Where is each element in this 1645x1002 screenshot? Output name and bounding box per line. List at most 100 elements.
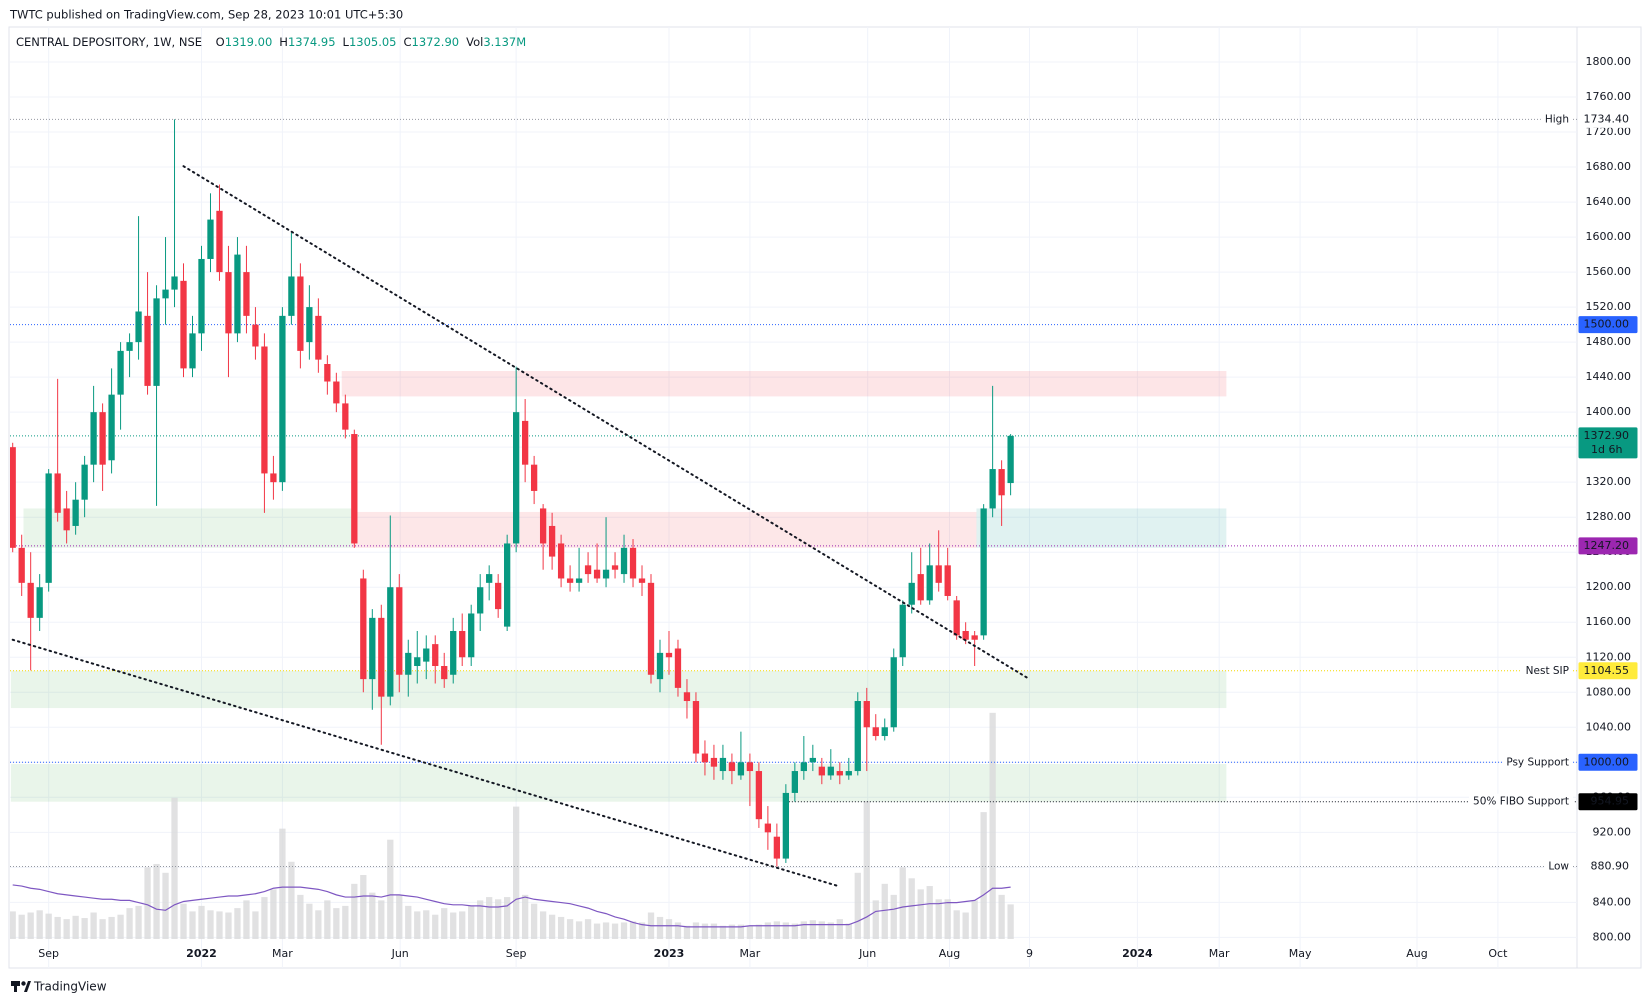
y-tick-label: 1040.00 — [1586, 720, 1632, 733]
volume-bar — [261, 897, 268, 939]
candle-body — [854, 701, 861, 772]
y-tick-label: 1680.00 — [1586, 160, 1632, 173]
volume-bar — [216, 911, 223, 939]
candle-body — [818, 766, 825, 776]
candle-body — [252, 324, 259, 347]
candle-body — [602, 569, 610, 579]
candle-body — [620, 547, 628, 575]
candle-body — [710, 757, 718, 767]
candle-body — [504, 543, 511, 627]
candle-body — [755, 771, 763, 820]
y-tick-label: 1560.00 — [1586, 265, 1632, 278]
candle-body — [872, 727, 879, 737]
candle-body — [486, 574, 493, 583]
volume-bar — [54, 916, 61, 939]
candle-body — [513, 412, 520, 544]
volume-bar — [773, 921, 781, 939]
candle-body — [342, 403, 349, 430]
volume-bar — [351, 883, 358, 939]
candle-body — [629, 547, 637, 579]
volume-bar — [521, 894, 529, 939]
candle-body — [450, 630, 457, 675]
candle-body — [171, 276, 178, 290]
price-label: 1734.40 — [1584, 112, 1630, 125]
candle-body — [548, 525, 556, 557]
x-tick-label: 2022 — [186, 947, 217, 960]
level-tag: Nest SIP — [1526, 665, 1569, 677]
y-tick-label: 1120.00 — [1586, 650, 1632, 663]
volume-bar — [234, 908, 241, 939]
volume-bar — [638, 922, 646, 939]
y-tick-label: 1320.00 — [1586, 475, 1632, 488]
volume-bar — [432, 914, 439, 939]
candle-body — [944, 565, 951, 596]
candle-body — [719, 757, 727, 772]
volume-bar — [333, 908, 340, 939]
price-label: 1000.00 — [1584, 755, 1630, 768]
level-tag-bg — [1540, 111, 1573, 128]
x-tick-label: Mar — [1209, 947, 1230, 960]
legend-value: 3.137M — [483, 35, 526, 49]
y-tick-label: 840.00 — [1593, 895, 1632, 908]
x-tick-label: May — [1289, 947, 1312, 960]
candle-body — [773, 836, 781, 859]
chart-frame — [8, 26, 1642, 969]
volume-bar — [548, 914, 556, 939]
volume-bar — [656, 916, 664, 939]
legend-value: 1372.90 — [412, 35, 460, 49]
volume-bar — [144, 867, 151, 939]
candle-body — [890, 657, 897, 728]
legend-label: L — [343, 35, 350, 49]
volume-bar — [539, 911, 547, 939]
volume-bar — [324, 900, 331, 939]
volume-bar — [153, 863, 160, 939]
x-tick-label: 9 — [1026, 947, 1033, 960]
x-tick-label: Mar — [740, 947, 761, 960]
volume-bar — [45, 913, 52, 939]
legend: CENTRAL DEPOSITORY, 1W, NSE O1319.00 H137… — [16, 35, 526, 49]
volume-bar — [980, 812, 987, 939]
candle-body — [477, 587, 484, 614]
candle-body — [800, 762, 807, 772]
volume-bar — [728, 924, 736, 939]
volume-bar — [297, 894, 304, 939]
countdown: 1d 6h — [1591, 443, 1622, 456]
candle-body — [396, 587, 403, 675]
price-label-box — [1578, 537, 1638, 555]
level-tag-bg — [1502, 754, 1573, 771]
volume-bar — [99, 919, 106, 939]
volume-bar — [441, 908, 448, 939]
candle-body — [809, 757, 816, 763]
candle-body — [665, 652, 673, 658]
price-label-box — [1578, 316, 1638, 334]
volume-bar — [387, 839, 394, 939]
tradingview-logo — [11, 981, 31, 992]
candle-body — [135, 311, 142, 343]
volume — [10, 712, 1014, 939]
candle-body — [521, 420, 529, 465]
candle-body — [225, 272, 232, 334]
candle-body — [144, 315, 151, 386]
candle-body — [288, 276, 295, 316]
candle-body — [216, 210, 223, 273]
legend-label: O — [216, 35, 225, 49]
level-tag: Psy Support — [1506, 756, 1569, 768]
volume-bar — [899, 867, 906, 939]
y-tick-label: 1160.00 — [1586, 615, 1632, 628]
candle-body — [414, 657, 421, 667]
price-label-box — [1578, 110, 1638, 128]
candle-body — [908, 582, 915, 605]
volume-bar — [1007, 904, 1014, 939]
volume-bar — [459, 911, 466, 939]
candle-body — [27, 582, 34, 618]
candle-body — [315, 315, 322, 360]
price-label: 954.95 — [1591, 795, 1630, 808]
candle-body — [333, 381, 340, 404]
volume-bar — [755, 924, 763, 939]
y-tick-label: 1720.00 — [1586, 125, 1632, 138]
zone — [10, 670, 1227, 709]
volume-bar — [944, 899, 951, 939]
volume-bar — [719, 925, 727, 939]
